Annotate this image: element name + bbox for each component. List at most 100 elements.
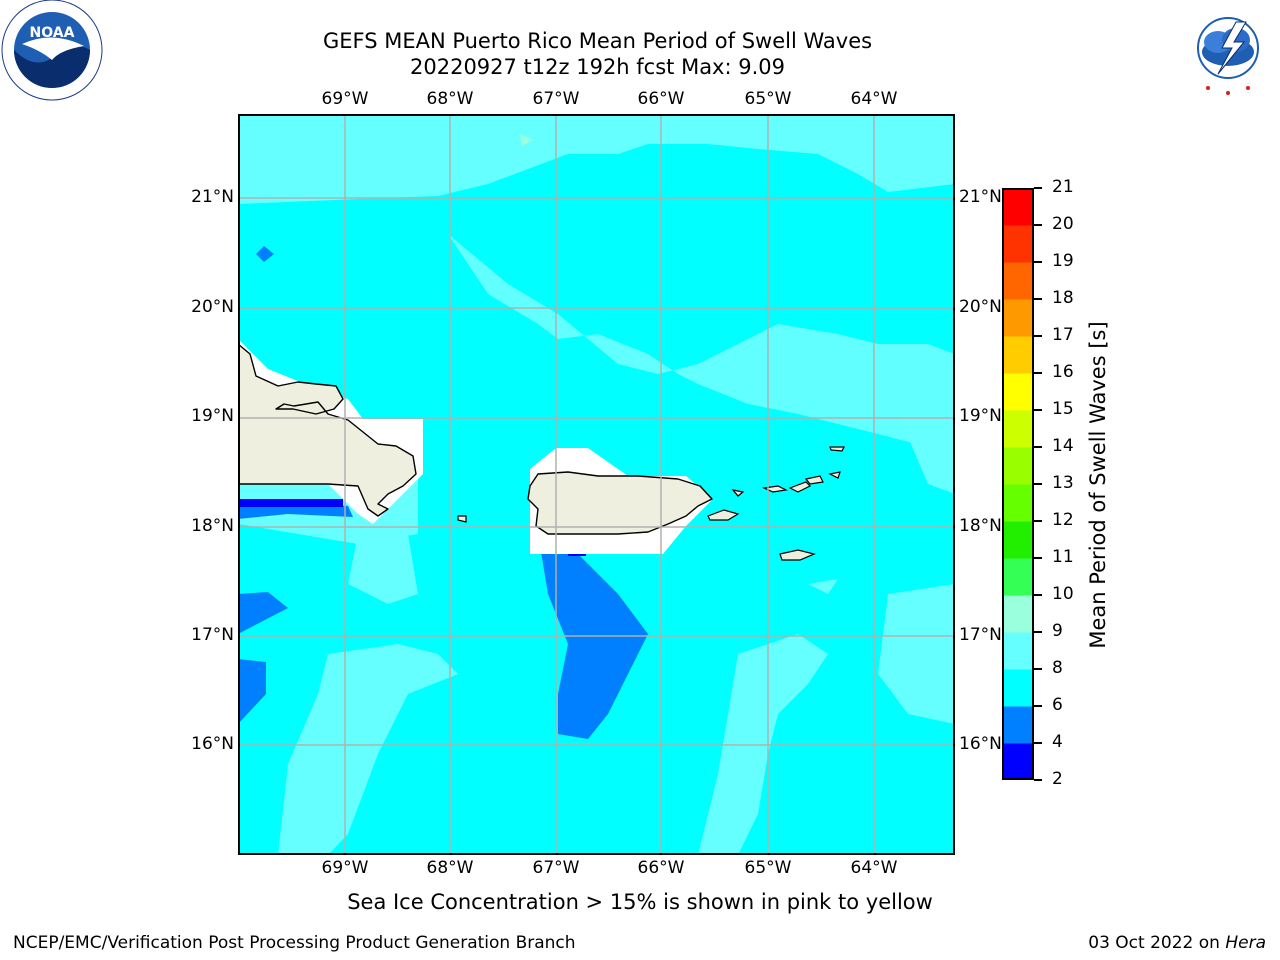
lon-label-top: 65°W xyxy=(744,89,792,109)
swell-band-10s xyxy=(520,134,533,146)
colorbar-tick-mark xyxy=(1034,335,1042,337)
land-anegada xyxy=(829,446,845,452)
colorbar-tick-label: 20 xyxy=(1052,214,1074,234)
colorbar xyxy=(1002,188,1034,781)
lon-label-top: 67°W xyxy=(532,89,580,109)
colorbar-segment xyxy=(1002,336,1034,374)
colorbar-segment xyxy=(1002,373,1034,411)
lat-label-left: 21°N xyxy=(191,187,234,207)
lat-label-right: 21°N xyxy=(959,187,1002,207)
lon-label-bottom: 67°W xyxy=(532,858,580,878)
colorbar-tick-label: 11 xyxy=(1052,547,1074,567)
swell-band-9s xyxy=(448,234,955,454)
colorbar-tick-mark xyxy=(1034,779,1042,781)
land-culebra xyxy=(731,489,745,497)
sea-ice-caption: Sea Ice Concentration > 15% is shown in … xyxy=(347,890,933,914)
nws-logo xyxy=(1178,0,1278,100)
colorbar-segment xyxy=(1002,299,1034,337)
colorbar-tick-label: 18 xyxy=(1052,288,1074,308)
colorbar-tick-mark xyxy=(1034,668,1042,670)
land-puerto-rico xyxy=(527,471,713,535)
colorbar-segment xyxy=(1002,669,1034,707)
graticule xyxy=(238,114,955,855)
colorbar-tick-mark xyxy=(1034,409,1042,411)
colorbar-tick-mark xyxy=(1034,557,1042,559)
lat-label-right: 17°N xyxy=(959,625,1002,645)
colorbar-tick-mark xyxy=(1034,261,1042,263)
colorbar-tick-label: 10 xyxy=(1052,584,1074,604)
colorbar-tick-label: 15 xyxy=(1052,399,1074,419)
colorbar-tick-label: 8 xyxy=(1052,658,1063,678)
lon-label-bottom: 68°W xyxy=(426,858,474,878)
map-frame xyxy=(238,114,955,855)
colorbar-tick-mark xyxy=(1034,446,1042,448)
swell-band-6s xyxy=(256,246,274,262)
land-st-croix xyxy=(779,549,816,561)
colorbar-label: Mean Period of Swell Waves [s] xyxy=(1086,321,1110,649)
lat-label-right: 20°N xyxy=(959,297,1002,317)
lat-label-right: 18°N xyxy=(959,516,1002,536)
noaa-logo: NOAA xyxy=(0,0,105,105)
colorbar-segment xyxy=(1002,595,1034,633)
colorbar-segment xyxy=(1002,484,1034,522)
colorbar-tick-label: 4 xyxy=(1052,732,1063,752)
lat-label-left: 19°N xyxy=(191,406,234,426)
noaa-logo-text: NOAA xyxy=(30,25,75,41)
land-mona xyxy=(457,515,467,523)
colorbar-tick-mark xyxy=(1034,742,1042,744)
colorbar-tick-label: 9 xyxy=(1052,621,1063,641)
colorbar-tick-mark xyxy=(1034,520,1042,522)
colorbar-segment xyxy=(1002,188,1034,226)
swell-band-9s xyxy=(878,584,955,724)
swell-band-9s xyxy=(808,579,838,594)
colorbar-tick-label: 21 xyxy=(1052,177,1074,197)
lat-label-left: 16°N xyxy=(191,734,234,754)
lon-label-top: 69°W xyxy=(321,89,369,109)
colorbar-tick-label: 17 xyxy=(1052,325,1074,345)
land-tortola xyxy=(804,475,824,485)
lon-label-bottom: 69°W xyxy=(321,858,369,878)
colorbar-tick-label: 14 xyxy=(1052,436,1074,456)
colorbar-svg xyxy=(1002,188,1034,781)
colorbar-tick-mark xyxy=(1034,298,1042,300)
colorbar-frame xyxy=(1002,188,1034,780)
land-virgin-gorda xyxy=(828,471,841,479)
colorbar-segment xyxy=(1002,743,1034,781)
lon-label-bottom: 66°W xyxy=(637,858,685,878)
lon-label-top: 68°W xyxy=(426,89,474,109)
colorbar-tick-mark xyxy=(1034,372,1042,374)
colorbar-segment xyxy=(1002,225,1034,263)
map-panel xyxy=(237,114,955,855)
lat-label-left: 17°N xyxy=(191,625,234,645)
swell-band-9s xyxy=(348,534,418,604)
swell-band-6s xyxy=(238,659,266,724)
colorbar-segment xyxy=(1002,410,1034,448)
colorbar-segment xyxy=(1002,558,1034,596)
lon-label-top: 64°W xyxy=(850,89,898,109)
lat-label-left: 18°N xyxy=(191,516,234,536)
lat-label-right: 16°N xyxy=(959,734,1002,754)
land-hispaniola xyxy=(237,343,417,517)
land-st-john xyxy=(788,481,812,493)
footer-credit: NCEP/EMC/Verification Post Processing Pr… xyxy=(13,933,576,953)
footer-machine: Hera xyxy=(1225,933,1266,953)
chart-subtitle: 20220927 t12z 192h fcst Max: 9.09 xyxy=(410,55,785,79)
colorbar-tick-label: 6 xyxy=(1052,695,1063,715)
colorbar-tick-mark xyxy=(1034,483,1042,485)
colorbar-segment xyxy=(1002,706,1034,744)
colorbar-ticks: 2 4 6 8 9 10 11 12 13 14 15 16 17 18 19 20 21 xyxy=(1034,177,1094,789)
lat-label-left: 20°N xyxy=(191,297,234,317)
land-st-thomas xyxy=(761,485,788,493)
swell-band-4s xyxy=(238,499,343,507)
colorbar-tick-mark xyxy=(1034,224,1042,226)
swell-band-9s xyxy=(278,644,458,855)
colorbar-segment xyxy=(1002,632,1034,670)
lon-label-top: 66°W xyxy=(637,89,685,109)
chart-title: GEFS MEAN Puerto Rico Mean Period of Swe… xyxy=(322,29,873,53)
footer-date: 03 Oct 2022 on Hera xyxy=(1088,933,1266,953)
colorbar-tick-label: 2 xyxy=(1052,769,1063,789)
lon-label-bottom: 64°W xyxy=(850,858,898,878)
colorbar-tick-mark xyxy=(1034,631,1042,633)
colorbar-tick-mark xyxy=(1034,705,1042,707)
colorbar-tick-mark xyxy=(1034,187,1042,189)
